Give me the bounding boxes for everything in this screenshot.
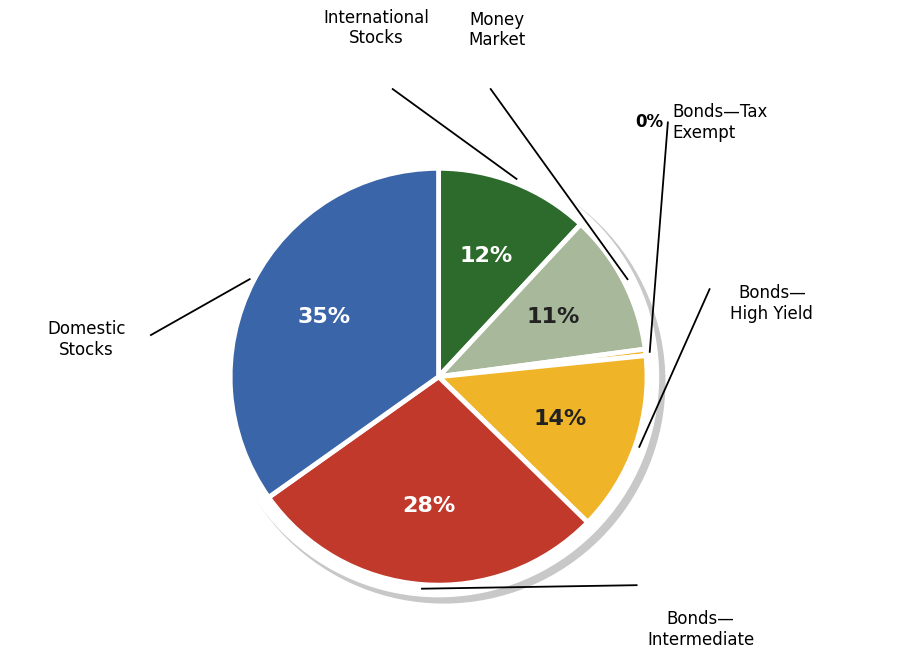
Circle shape [219, 157, 658, 597]
Wedge shape [269, 377, 587, 585]
Text: Bonds—Tax
Exempt: Bonds—Tax Exempt [672, 103, 768, 142]
Wedge shape [438, 355, 647, 522]
Circle shape [223, 161, 665, 603]
Wedge shape [438, 168, 581, 377]
Text: 12%: 12% [459, 247, 513, 266]
Text: Bonds—
Intermediate: Bonds— Intermediate [647, 610, 754, 649]
Text: 35%: 35% [297, 307, 350, 328]
Wedge shape [438, 349, 646, 377]
Wedge shape [438, 224, 645, 377]
Text: 0%: 0% [636, 113, 664, 132]
Wedge shape [230, 168, 438, 497]
Text: Money
Market: Money Market [469, 11, 525, 49]
Text: Bonds—
High Yield: Bonds— High Yield [730, 284, 814, 323]
Text: International
Stocks: International Stocks [323, 9, 429, 47]
Text: 14%: 14% [534, 409, 587, 430]
Text: 11%: 11% [527, 307, 580, 328]
Text: 28%: 28% [402, 495, 455, 516]
Text: Domestic
Stocks: Domestic Stocks [48, 320, 126, 359]
